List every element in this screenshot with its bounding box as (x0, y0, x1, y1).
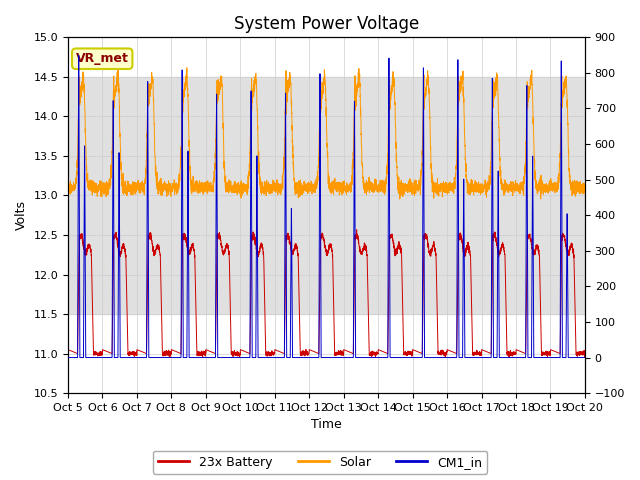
Title: System Power Voltage: System Power Voltage (234, 15, 419, 33)
X-axis label: Time: Time (311, 419, 342, 432)
Bar (68, 77, 585, 314)
Text: VR_met: VR_met (76, 52, 129, 65)
Legend: 23x Battery, Solar, CM1_in: 23x Battery, Solar, CM1_in (153, 451, 487, 474)
Y-axis label: Volts: Volts (15, 200, 28, 230)
